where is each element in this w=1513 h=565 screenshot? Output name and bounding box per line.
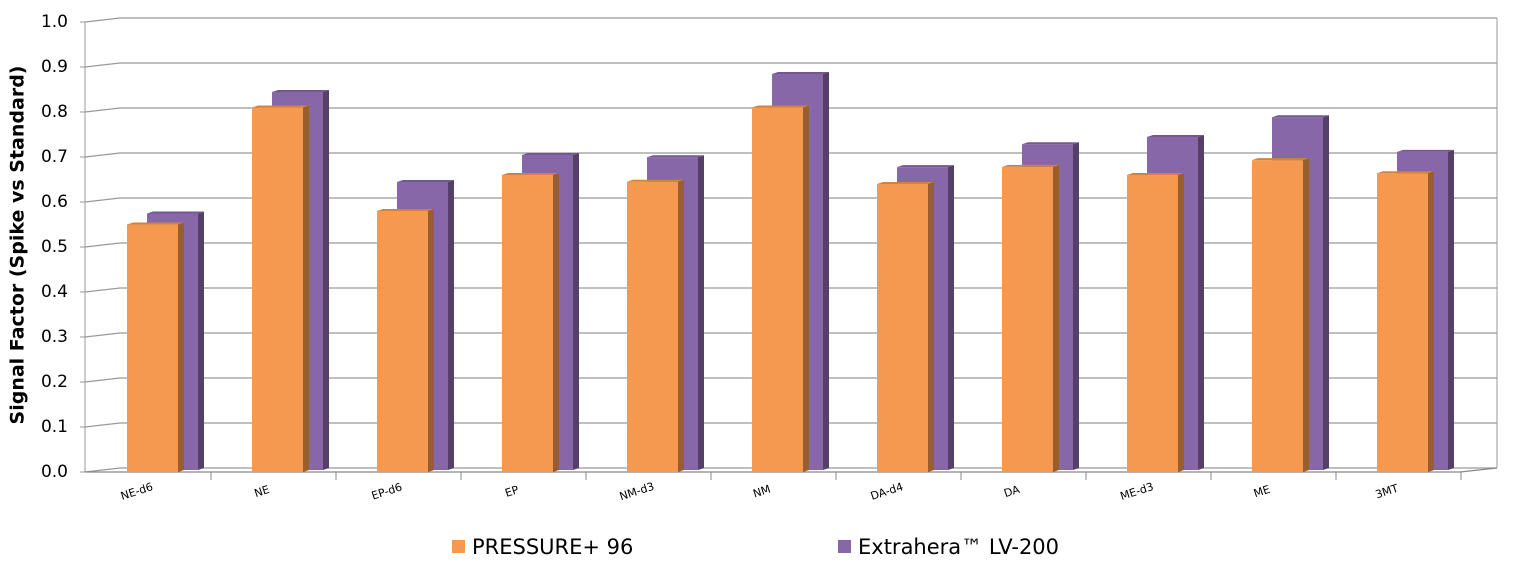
y-tick-label: 0.2 [41,372,68,392]
bar-front [752,107,803,472]
bar-side [1178,173,1184,472]
x-tick-label: DA [1002,483,1021,500]
y-tick-label: 0.6 [41,192,68,212]
bar [627,179,684,472]
legend-label: PRESSURE+ 96 [472,535,633,559]
y-axis-label: Signal Factor (Spike vs Standard) [7,66,29,425]
y-tick-label: 1.0 [41,12,68,32]
bar [877,182,934,472]
bar-top [1022,142,1079,145]
y-tick-label: 0.3 [41,327,68,347]
bar-front [252,107,303,472]
bar-side [698,155,704,470]
bar-top [127,222,184,225]
bar-side [1053,164,1059,472]
bar-top [397,180,454,182]
bar-side [448,180,454,470]
bar-side [1428,171,1434,472]
bar-side [323,90,329,470]
bar-front [627,181,678,472]
bar-top [502,173,559,175]
x-tick-label: NE-d6 [119,480,155,503]
y-tick-label: 0.5 [41,237,68,257]
x-tick-label: EP [503,483,520,500]
bar-top [897,165,954,168]
x-tick-label: NE [253,483,272,500]
bar [252,105,309,472]
bar-side [178,222,184,472]
bar-front [502,175,553,472]
y-tick-label: 0.9 [41,57,68,77]
bar-top [1252,158,1309,161]
bar-top [1002,164,1059,167]
x-tick-label: ME [1252,483,1272,500]
bar-side [553,173,559,472]
bar [1002,164,1059,472]
bar-side [198,211,204,470]
bar-top [147,211,204,214]
bar-front [1127,175,1178,472]
bar-front [127,224,178,472]
bar-front [1252,160,1303,472]
bar-top [772,72,829,74]
x-tick-label: EP-d6 [370,481,404,503]
bar-top [1377,171,1434,174]
bar-top [627,179,684,182]
bar-side [948,165,954,470]
y-tick-label: 0.7 [41,147,68,167]
x-tick-label: 3MT [1374,482,1400,502]
bar [1252,158,1309,472]
legend-swatch [838,540,851,553]
y-tick-label: 0.8 [41,102,68,122]
bar-top [877,182,934,184]
bar-side [303,105,309,472]
x-tick-label: NM [751,483,772,501]
bar-side [803,105,809,472]
grid-line [84,62,1497,68]
x-tick-label: ME-d3 [1118,480,1155,503]
bar-side [573,153,579,470]
bar-front [1002,166,1053,472]
y-tick-label: 0.0 [41,462,68,482]
bar [1127,173,1184,472]
bar-top [377,209,434,211]
y-tick-label: 0.4 [41,282,68,302]
bar [127,222,184,472]
y-tick-label: 0.1 [41,417,68,437]
bar-front [1377,173,1428,472]
grid-line [84,107,1497,113]
bar-top [1127,173,1184,175]
x-tick-label: DA-d4 [869,480,905,503]
legend-swatch [452,540,465,553]
bar-side [1198,135,1204,470]
bar [502,173,559,472]
bar-side [1303,158,1309,472]
bar-front [877,184,928,472]
legend-label: Extrahera™ LV-200 [858,535,1059,559]
bar-side [1448,149,1454,470]
bar [377,209,434,472]
bar-top [1397,149,1454,152]
bar-side [1073,142,1079,470]
bar [1377,171,1434,472]
bar-top [1147,135,1204,137]
bar-top [522,153,579,155]
bar-top [272,90,329,92]
bar-top [1272,115,1329,118]
grid-line [84,17,1497,23]
bar-side [428,209,434,472]
bar-top [647,155,704,158]
bar-top [252,105,309,108]
bar-top [752,105,809,108]
bar-side [928,182,934,472]
x-tick-label: NM-d3 [618,480,656,503]
bar-side [678,179,684,472]
bar-side [823,72,829,470]
bar-side [1323,115,1329,470]
bar [752,105,809,472]
bar-front [377,211,428,472]
